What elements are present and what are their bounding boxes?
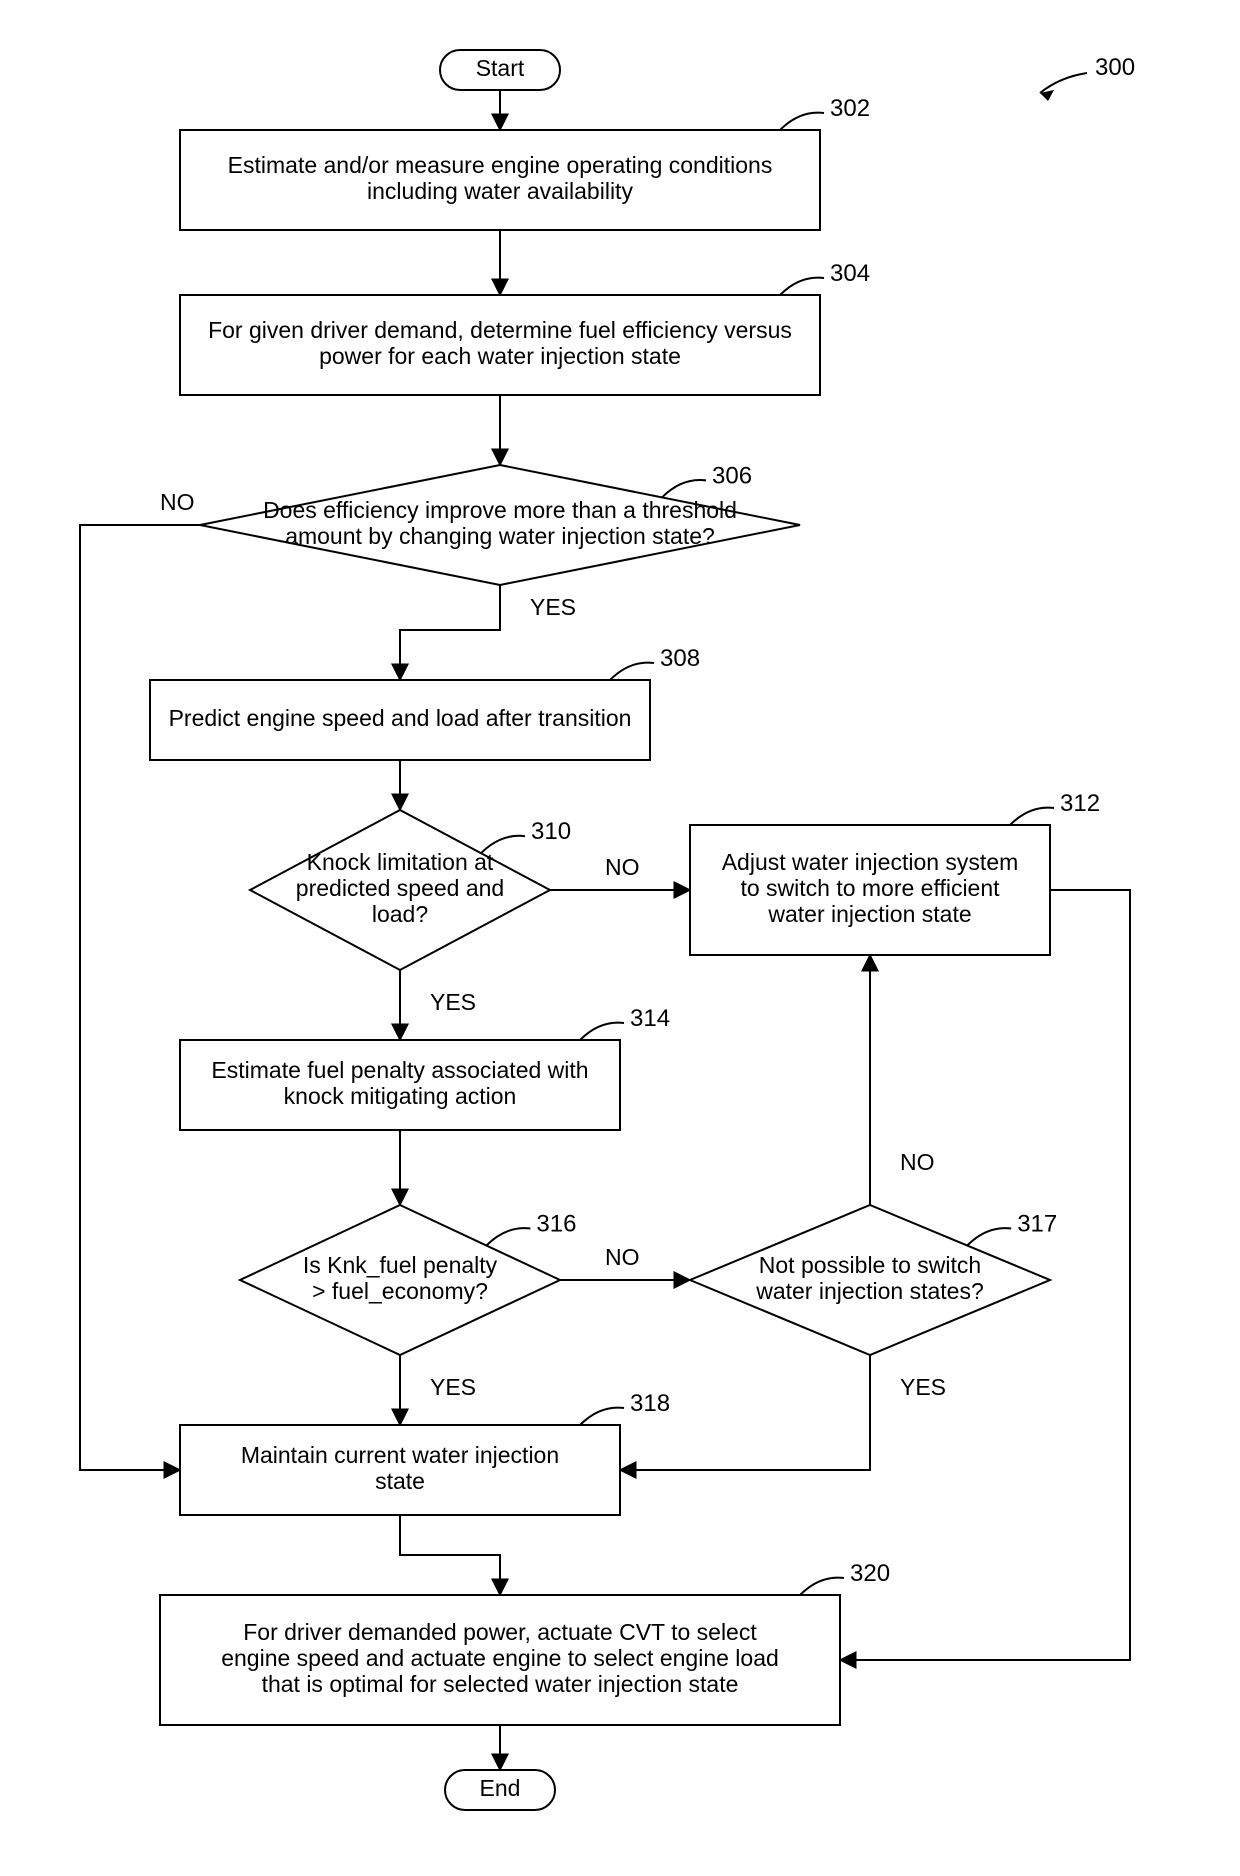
- node-text: power for each water injection state: [319, 343, 681, 369]
- ref-number: 308: [660, 645, 700, 672]
- node-text: Estimate and/or measure engine operating…: [228, 152, 773, 178]
- ref-number: 302: [830, 95, 870, 122]
- node-n314: Estimate fuel penalty associated withkno…: [180, 1040, 620, 1130]
- node-n302: Estimate and/or measure engine operating…: [180, 130, 820, 230]
- node-n308: Predict engine speed and load after tran…: [150, 680, 650, 760]
- edge-label: YES: [530, 594, 576, 620]
- node-text: Adjust water injection system: [722, 849, 1019, 875]
- node-text: Start: [476, 55, 525, 81]
- node-text: For driver demanded power, actuate CVT t…: [243, 1619, 757, 1645]
- flow-edge: [400, 585, 500, 680]
- node-end: End: [445, 1770, 555, 1810]
- node-text: including water availability: [367, 178, 633, 204]
- ref-number: 320: [850, 1560, 890, 1587]
- edge-label: YES: [430, 989, 476, 1015]
- node-text: Knock limitation at: [307, 849, 494, 875]
- ref-number: 316: [536, 1211, 576, 1238]
- edge-label: NO: [160, 489, 195, 515]
- node-n317: Not possible to switchwater injection st…: [690, 1205, 1050, 1355]
- node-n306: Does efficiency improve more than a thre…: [200, 465, 800, 585]
- ref-number: 306: [712, 462, 752, 489]
- node-n312: Adjust water injection systemto switch t…: [690, 825, 1050, 955]
- ref-number: 317: [1017, 1211, 1057, 1238]
- ref-number: 318: [630, 1390, 670, 1417]
- node-text: Is Knk_fuel penalty: [303, 1252, 498, 1278]
- node-text: knock mitigating action: [284, 1083, 517, 1109]
- node-n310: Knock limitation atpredicted speed andlo…: [250, 810, 550, 970]
- edge-label: NO: [900, 1149, 935, 1175]
- node-text: Maintain current water injection: [241, 1442, 559, 1468]
- node-text: > fuel_economy?: [312, 1278, 488, 1304]
- node-text: Estimate fuel penalty associated with: [211, 1057, 588, 1083]
- node-text: to switch to more efficient: [740, 875, 1000, 901]
- node-n318: Maintain current water injectionstate: [180, 1425, 620, 1515]
- node-text: End: [480, 1775, 521, 1801]
- node-text: that is optimal for selected water injec…: [262, 1671, 739, 1697]
- edge-label: YES: [900, 1374, 946, 1400]
- ref-number: 310: [531, 818, 571, 845]
- ref-number: 314: [630, 1005, 670, 1032]
- node-text: amount by changing water injection state…: [285, 523, 715, 549]
- node-text: Not possible to switch: [759, 1252, 981, 1278]
- edge-label: NO: [605, 854, 640, 880]
- ref-number: 304: [830, 260, 870, 287]
- flow-edge: [400, 1515, 500, 1595]
- flow-edge: [80, 525, 200, 1470]
- node-text: Does efficiency improve more than a thre…: [263, 497, 737, 523]
- node-text: Predict engine speed and load after tran…: [169, 705, 632, 731]
- flowchart: 300 YES NO NO YES NO YES NO YES Start Estimate and…: [0, 0, 1240, 1876]
- node-n316: Is Knk_fuel penalty> fuel_economy?: [240, 1205, 560, 1355]
- node-text: load?: [372, 901, 428, 927]
- node-text: For given driver demand, determine fuel …: [208, 317, 792, 343]
- node-text: engine speed and actuate engine to selec…: [221, 1645, 779, 1671]
- node-text: state: [375, 1468, 425, 1494]
- ref-number: 312: [1060, 790, 1100, 817]
- node-start: Start: [440, 50, 560, 90]
- node-text: predicted speed and: [296, 875, 504, 901]
- node-text: water injection state: [767, 901, 971, 927]
- node-text: water injection states?: [755, 1278, 984, 1304]
- node-n320: For driver demanded power, actuate CVT t…: [160, 1595, 840, 1725]
- edge-label: YES: [430, 1374, 476, 1400]
- node-n304: For given driver demand, determine fuel …: [180, 295, 820, 395]
- edge-label: NO: [605, 1244, 640, 1270]
- svg-text:300: 300: [1095, 54, 1135, 81]
